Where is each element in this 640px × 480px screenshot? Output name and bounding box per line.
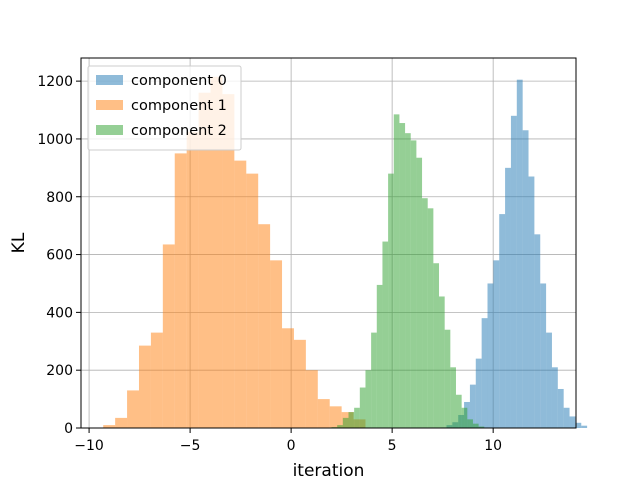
histogram-bar [115,417,128,428]
histogram-bar [472,423,479,428]
histogram-bar [475,358,482,428]
y-tick-label: 600 [46,248,73,264]
histogram-bar [162,244,175,428]
histogram-bar [505,167,511,428]
legend-label: component 1 [131,98,227,114]
histogram-bar [575,422,582,428]
legend-box [87,65,242,151]
series-1 [103,76,366,428]
histogram-bar [422,198,428,428]
histogram-bar [499,214,506,428]
histogram-bar [563,407,570,428]
x-tick-label: 0 [287,438,296,454]
bars [103,76,588,428]
histogram-bar [317,399,330,428]
x-tick-label: −5 [180,438,201,454]
histogram-bar [534,234,541,428]
x-tick-label: 5 [388,438,397,454]
histogram-bar [416,157,423,428]
histogram-bar [388,173,394,428]
legend-swatch [96,125,123,135]
y-tick-label: 400 [46,305,73,321]
histogram-bar [150,332,163,428]
histogram-bar [405,133,411,428]
histogram-bar [569,416,576,428]
legend-swatch [96,100,123,110]
histogram-bar [354,407,360,428]
histogram-bar [337,425,343,428]
x-tick-label: 10 [484,438,502,454]
histogram-bar [186,131,199,428]
y-tick-label: 800 [46,190,73,206]
histogram-bar [551,367,558,428]
histogram-bar [376,284,383,428]
legend: component 0 component 1 component 2 [87,65,242,151]
x-tick-label: −10 [74,438,104,454]
histogram-bar [433,263,440,428]
axes [80,57,577,429]
plot-frame [80,57,577,429]
histogram-bar [450,367,456,428]
histogram-bar [546,332,552,428]
histogram-bar [305,370,318,428]
histogram-bar [138,345,151,428]
histogram-bar [210,76,223,428]
histogram-bar [174,153,187,428]
histogram-bar [410,140,417,428]
histogram-bar [282,328,294,428]
histogram-bar [481,318,488,428]
histogram-bar [557,388,564,428]
histogram-bar [371,332,377,428]
histogram-bar [455,394,462,428]
histogram-bar [127,390,139,428]
legend-label: component 2 [131,123,227,139]
histogram-bar [382,241,389,428]
y-axis-label: KL [9,232,29,253]
histogram-bar [444,329,451,428]
y-tick-label: 1200 [37,74,73,90]
y-tick-label: 200 [46,363,73,379]
histogram-bar [234,160,247,428]
histogram-bar [522,130,529,428]
histogram-bar [393,114,400,428]
series-0 [440,79,588,428]
histogram-bar [359,387,366,428]
histogram-bar [399,123,406,428]
histogram-bar [427,208,434,428]
histogram-bar [516,79,523,428]
histogram-bar [103,425,116,428]
histogram-bar [270,260,283,428]
histogram-bar [222,94,235,428]
series-2 [331,114,485,428]
histogram-bar [258,224,271,428]
histogram-bar [540,283,547,428]
histogram-bar [467,419,473,428]
histogram-bar [342,417,349,428]
y-tick-label: 0 [64,421,73,437]
legend-label: component 0 [131,73,227,89]
histogram-bar [439,296,445,428]
histogram-bar [461,407,468,428]
tick-marks: −10 −5 0 5 10 0 200 400 600 800 1000 1200 [37,74,502,454]
histogram-bar [246,173,259,428]
histogram-bar [293,339,306,428]
histogram-bar [493,260,500,428]
histogram-bar [198,92,211,428]
histogram-bar [478,426,485,428]
histogram-bar [365,370,372,428]
histogram-bar [581,425,588,428]
histogram-bar [510,115,517,428]
x-axis-label: iteration [293,461,365,480]
histogram-bar [469,384,476,428]
histogram-bar [348,412,355,428]
histogram-bar [487,283,494,428]
y-tick-label: 1000 [37,132,73,148]
legend-swatch [96,75,123,85]
histogram-bar [329,406,342,428]
histogram-bar [528,176,535,428]
